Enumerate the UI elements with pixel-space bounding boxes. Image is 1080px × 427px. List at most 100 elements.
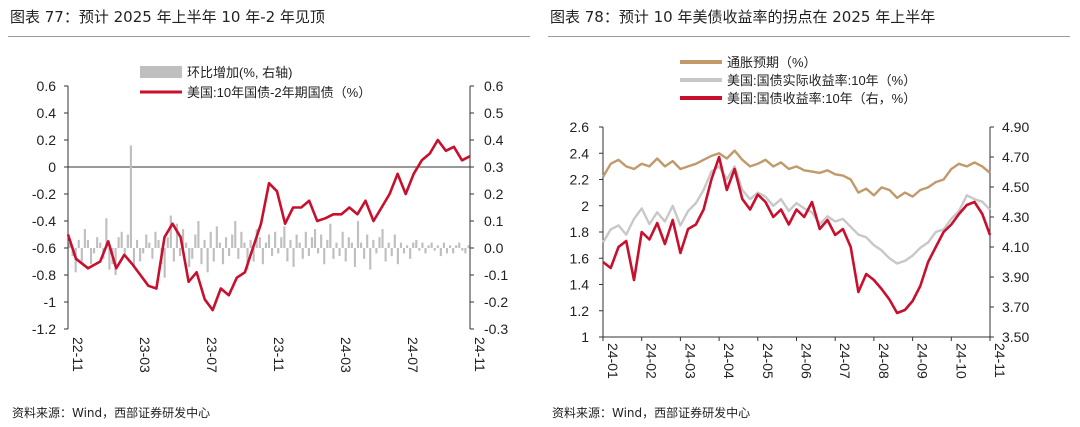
change-bar (234, 221, 237, 248)
change-bar (402, 248, 406, 254)
left-tick-label: 0.2 (37, 132, 57, 148)
change-bar (424, 248, 427, 254)
change-bar (359, 242, 363, 248)
change-bar (464, 248, 467, 254)
change-bar (427, 245, 430, 248)
change-bar (384, 248, 387, 262)
change-bar (203, 239, 206, 248)
change-bar (409, 248, 412, 259)
change-bar (415, 239, 418, 248)
change-bar (215, 226, 218, 248)
x-tick-label: 24-01 (605, 343, 621, 379)
left-tick-label: -0.6 (32, 240, 56, 256)
legend-label: 美国:10年国债-2年期国债（%） (187, 85, 371, 100)
change-bar (458, 242, 461, 248)
x-tick-label: 23-07 (204, 337, 220, 373)
x-tick-label: 24-04 (721, 343, 737, 379)
change-bar (93, 248, 96, 254)
left-tick-label: 2.2 (570, 172, 590, 188)
change-bar (307, 248, 310, 257)
change-bar (313, 229, 317, 248)
change-bar (120, 231, 123, 248)
change-bar (277, 248, 280, 254)
chart-panel-78: 图表 78：预计 10 年美债收益率的拐点在 2025 年上半年 2.6 2.4 2… (540, 0, 1080, 427)
change-bar (218, 242, 221, 248)
x-tick-label: 23-11 (271, 337, 287, 372)
left-tick-label: -0.8 (32, 267, 56, 283)
right-tick-label: 0.1 (484, 213, 504, 229)
chart-panel-77: 图表 77：预计 2025 年上半年 10 年-2 年见顶 0.6 0.4 0.2 0… (8, 8, 530, 420)
change-bar (289, 239, 292, 248)
legend-label: 美国:国债实际收益率:10年（%） (727, 73, 916, 88)
change-bar (243, 242, 246, 248)
right-tick-label: 3.50 (1002, 329, 1029, 345)
x-tick-label: 23-03 (137, 337, 153, 373)
left-tick-label: 1.2 (570, 303, 590, 319)
change-bar (240, 231, 243, 248)
right-tick-label: 4.70 (1002, 149, 1029, 165)
legend-label: 美国:国债收益率:10年（右，%） (727, 91, 916, 106)
change-bar (301, 248, 304, 259)
change-bar (452, 248, 455, 254)
left-tick-label: 1 (581, 329, 589, 345)
change-bar (129, 145, 132, 248)
change-bar (270, 248, 274, 257)
change-bar (163, 248, 166, 278)
change-bar (86, 239, 90, 248)
change-bar (366, 234, 369, 248)
left-tick-label: -0.2 (32, 186, 56, 202)
change-bar (353, 248, 356, 267)
change-bar (264, 242, 268, 248)
change-bar (332, 248, 335, 259)
change-bar (99, 242, 102, 248)
change-bar (280, 237, 283, 248)
change-bar (108, 248, 111, 270)
change-bar (188, 248, 191, 267)
change-bar (375, 248, 378, 254)
change-bar (175, 223, 179, 248)
x-tick-label: 22-11 (70, 337, 86, 372)
change-bar (68, 242, 71, 248)
change-bar (178, 248, 182, 257)
change-bar (372, 239, 375, 248)
left-tick-label: 0.4 (37, 105, 57, 121)
change-bar (221, 248, 225, 265)
change-bar (418, 248, 421, 251)
left-tick-label: 0 (48, 159, 56, 175)
change-bar (77, 239, 80, 248)
change-bar (258, 237, 261, 248)
change-bar (390, 248, 393, 257)
change-bar (114, 248, 117, 275)
x-tick-label: 24-03 (682, 343, 698, 379)
right-tick-label: 4.10 (1002, 239, 1029, 255)
change-bar (310, 237, 314, 248)
change-bar (80, 248, 83, 262)
right-tick-label: 3.90 (1002, 269, 1029, 285)
title-divider (548, 36, 1070, 37)
right-tick-label: 4.30 (1002, 209, 1029, 225)
change-bar (317, 248, 320, 254)
change-bar (267, 234, 271, 248)
source-note: 资料来源：Wind，西部证券研发中心 (552, 406, 751, 420)
change-bar (224, 237, 228, 248)
change-bar (228, 248, 231, 257)
change-bar (430, 242, 433, 248)
x-tick-label: 24-11 (992, 343, 1008, 378)
x-tick-label: 24-07 (837, 343, 853, 379)
change-bar (261, 248, 264, 265)
right-tick-label: 4.90 (1002, 119, 1029, 135)
change-bar (182, 229, 185, 248)
spread-chart: 0.6 0.4 0.2 0 -0.2 -0.4 -0.6 -0.8 -1 -1.2 0.6 0.5 0.… (32, 65, 508, 373)
change-bar (347, 237, 350, 248)
change-bar (148, 242, 151, 248)
right-tick-label: 3.70 (1002, 299, 1029, 315)
change-bar (185, 242, 188, 248)
real-yield-line (601, 165, 991, 265)
left-tick-label: -1.2 (32, 321, 56, 337)
left-tick-label: -0.4 (32, 213, 56, 229)
x-tick-label: 24-06 (799, 343, 815, 379)
right-tick-label: 4.50 (1002, 179, 1029, 195)
change-bar (396, 248, 399, 265)
left-tick-label: -1 (44, 294, 57, 310)
right-tick-label: 0.0 (484, 240, 504, 256)
